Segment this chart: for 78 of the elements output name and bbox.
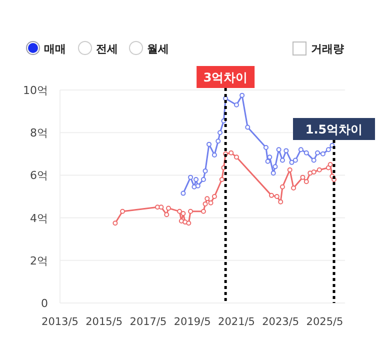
point bbox=[274, 194, 280, 199]
y-tick-label: 6억 bbox=[30, 169, 48, 182]
point bbox=[202, 168, 208, 174]
point bbox=[267, 154, 272, 160]
point bbox=[263, 145, 268, 150]
point bbox=[280, 184, 285, 190]
text: 월세 bbox=[147, 42, 169, 56]
y-tick-label: 4억 bbox=[30, 212, 48, 225]
point bbox=[212, 194, 217, 199]
point bbox=[272, 164, 278, 170]
point bbox=[311, 158, 316, 163]
point bbox=[240, 92, 245, 98]
x-tick-label: 2017/5 bbox=[130, 316, 167, 328]
y-tick-label: 2억 bbox=[30, 254, 48, 268]
y-tick-label: 10억 bbox=[23, 84, 48, 97]
point bbox=[268, 192, 274, 198]
point bbox=[265, 158, 270, 164]
point bbox=[326, 147, 331, 152]
point bbox=[158, 204, 164, 210]
point bbox=[280, 158, 285, 163]
point bbox=[284, 148, 289, 154]
point bbox=[200, 208, 206, 214]
x-tick-label: 2021/5 bbox=[218, 316, 255, 328]
point bbox=[270, 170, 276, 176]
point bbox=[219, 176, 224, 182]
x-tick-label: 2019/5 bbox=[174, 316, 211, 328]
point bbox=[328, 162, 333, 168]
point bbox=[200, 176, 206, 182]
point bbox=[166, 206, 171, 211]
ref-line-label: 3억차이 bbox=[203, 70, 248, 84]
point bbox=[206, 142, 212, 147]
point bbox=[228, 150, 234, 156]
point bbox=[204, 196, 210, 202]
point bbox=[291, 185, 296, 190]
point bbox=[195, 183, 200, 188]
point bbox=[202, 201, 208, 206]
y-tick-label: 8억 bbox=[30, 126, 48, 140]
point bbox=[164, 212, 170, 218]
point bbox=[300, 174, 306, 180]
point bbox=[298, 147, 304, 152]
point bbox=[311, 170, 316, 175]
point bbox=[234, 154, 240, 160]
x-tick-label: 2013/5 bbox=[42, 316, 78, 328]
x-tick-label: 2015/5 bbox=[86, 316, 123, 328]
point bbox=[308, 170, 313, 176]
point bbox=[315, 150, 320, 156]
point bbox=[180, 190, 186, 196]
point bbox=[304, 179, 309, 184]
point bbox=[304, 150, 309, 156]
point bbox=[245, 124, 250, 130]
text: 전세 bbox=[96, 42, 118, 56]
point bbox=[188, 174, 194, 180]
point bbox=[194, 176, 199, 182]
point bbox=[188, 208, 194, 214]
point bbox=[234, 102, 240, 108]
point bbox=[316, 167, 322, 172]
point bbox=[186, 220, 192, 226]
x-tick-label: 2025/5 bbox=[306, 316, 344, 328]
point bbox=[112, 220, 118, 226]
point bbox=[276, 147, 282, 152]
point bbox=[287, 167, 292, 172]
point bbox=[218, 130, 223, 136]
text: 매매 bbox=[44, 42, 66, 56]
text: 거래량 bbox=[311, 42, 344, 56]
y-tick-label: 0 bbox=[41, 297, 48, 310]
point bbox=[278, 199, 284, 204]
point bbox=[212, 152, 217, 158]
point bbox=[330, 142, 335, 148]
x-tick-label: 2023/5 bbox=[262, 316, 300, 328]
point bbox=[292, 158, 298, 163]
point bbox=[289, 160, 294, 165]
point bbox=[120, 208, 126, 214]
ref-line-label: 1.5억차이 bbox=[305, 122, 363, 136]
point bbox=[216, 138, 221, 144]
point bbox=[208, 200, 214, 206]
point bbox=[192, 184, 197, 190]
point bbox=[320, 151, 326, 156]
point bbox=[177, 208, 182, 214]
